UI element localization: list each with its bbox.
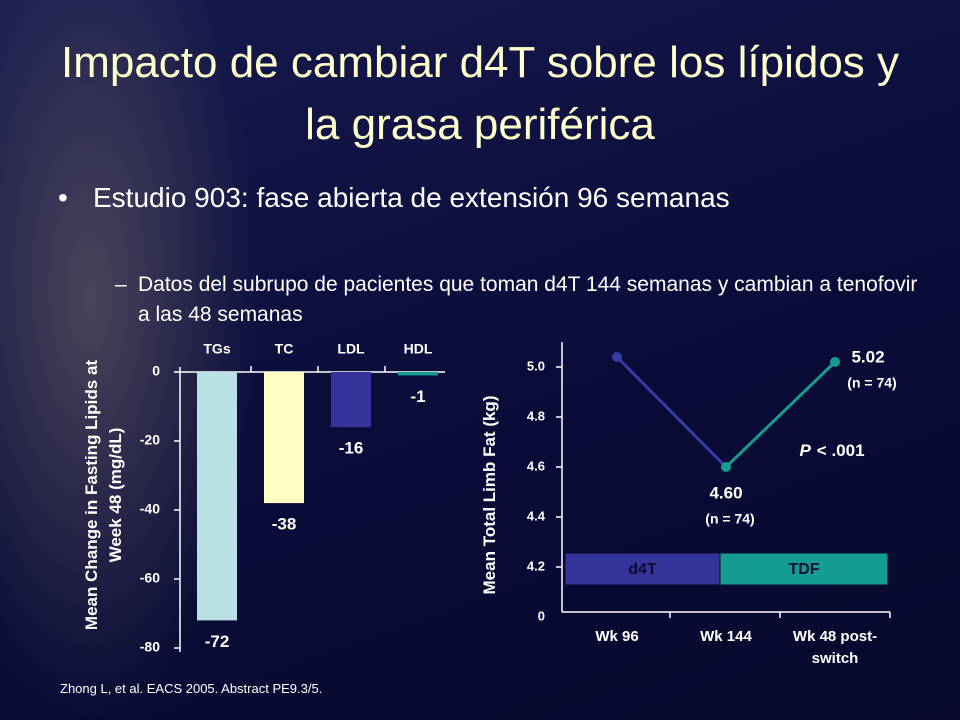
value-label: 5.02 [851, 347, 884, 366]
p-text: < .001 [817, 441, 865, 460]
slide-title: Impacto de cambiar d4T sobre los lípidos… [60, 38, 900, 149]
y-axis-label: Mean Change in Fasting Lipids at Week 48… [82, 359, 125, 631]
x-tick-label: Wk 144 [700, 628, 752, 645]
y-tick-label: 0 [152, 363, 160, 379]
n-label: (n = 74) [847, 375, 896, 391]
value-label: -38 [272, 515, 297, 534]
value-label: -16 [339, 439, 364, 458]
phase-band [564, 552, 721, 586]
phase-label: d4T [628, 561, 657, 578]
y-tick-label: 0 [538, 608, 545, 623]
x-tick-label: Wk 96 [595, 628, 639, 645]
point [721, 462, 731, 472]
value-label: -1 [410, 387, 425, 406]
line-segment [724, 360, 837, 469]
y-tick-label: 4.8 [527, 408, 545, 423]
value-label: 4.60 [709, 483, 742, 502]
bar [398, 372, 438, 376]
y-tick-label: -80 [140, 639, 160, 655]
bullet: Estudio 903: fase abierta de extensión 9… [93, 182, 730, 213]
category-label: TGs [203, 341, 230, 357]
y-tick-label: -20 [140, 432, 160, 448]
bar [197, 372, 237, 621]
bar [331, 372, 371, 428]
sub-bullet: Datos del subrupo de pacientes que toman… [138, 273, 918, 326]
y-tick-label: -60 [140, 570, 160, 586]
point [612, 352, 622, 362]
phase-band [719, 552, 889, 586]
point [830, 357, 840, 367]
x-tick-label: Wk 48 post-switch [792, 628, 878, 667]
category-label: HDL [404, 341, 433, 357]
bullet-dot: • [58, 182, 68, 213]
value-label: -72 [205, 632, 230, 651]
line-segment [615, 355, 728, 469]
footnote: Zhong L, et al. EACS 2005. Abstract PE9.… [60, 681, 323, 696]
y-tick-label: 5.0 [527, 358, 545, 373]
p-symbol: P [799, 441, 811, 460]
y-tick-label: 4.6 [527, 458, 545, 473]
sub-dash: – [115, 273, 127, 296]
bar [264, 372, 304, 504]
n-label: (n = 74) [705, 511, 754, 527]
y-tick-label: -40 [140, 501, 160, 517]
y-axis-label: Mean Total Limb Fat (kg) [480, 395, 499, 595]
phase-label: TDF [788, 561, 819, 578]
y-tick-label: 4.2 [527, 558, 545, 573]
category-label: LDL [337, 341, 365, 357]
y-tick-label: 4.4 [527, 508, 546, 523]
p-value: P < .001 [799, 441, 864, 460]
category-label: TC [275, 341, 294, 357]
